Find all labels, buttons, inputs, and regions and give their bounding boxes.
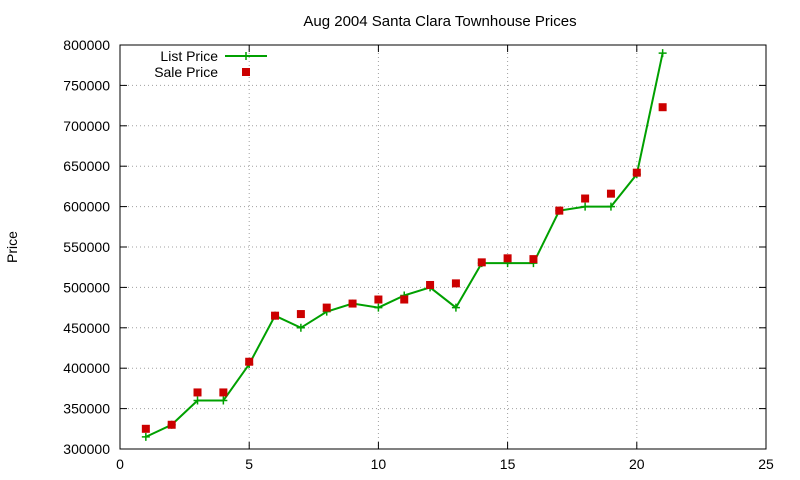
x-tick-label: 15 <box>500 456 516 472</box>
legend-label: Sale Price <box>154 64 218 80</box>
data-point <box>477 258 486 267</box>
data-point <box>167 420 176 429</box>
legend-label: List Price <box>160 48 218 64</box>
data-point <box>658 49 667 58</box>
data-point <box>451 303 460 312</box>
x-tick-label: 10 <box>371 456 387 472</box>
y-tick-label: 550000 <box>63 239 110 255</box>
grid <box>120 45 766 449</box>
series-sale-price <box>141 103 667 433</box>
data-point <box>632 168 641 177</box>
y-tick-label: 300000 <box>63 441 110 457</box>
data-point <box>529 255 538 264</box>
data-point <box>219 388 228 397</box>
data-point <box>193 396 202 405</box>
data-point <box>503 254 512 263</box>
data-point <box>141 432 150 441</box>
series-line <box>145 52 664 438</box>
data-point <box>322 303 331 312</box>
data-point <box>245 357 254 366</box>
y-tick-label: 600000 <box>63 199 110 215</box>
x-tick-label: 0 <box>116 456 124 472</box>
series-layer <box>141 49 667 441</box>
data-point <box>348 299 357 308</box>
x-tick-label: 25 <box>758 456 774 472</box>
data-point <box>451 279 460 288</box>
y-tick-label: 650000 <box>63 158 110 174</box>
data-point <box>296 310 305 319</box>
y-tick-label: 700000 <box>63 118 110 134</box>
data-point <box>400 295 409 304</box>
x-tick-label: 5 <box>245 456 253 472</box>
data-point <box>426 280 435 289</box>
y-tick-label: 350000 <box>63 401 110 417</box>
data-point <box>606 202 615 211</box>
y-tick-label: 450000 <box>63 320 110 336</box>
data-point <box>296 323 305 332</box>
y-axis-label: Price <box>4 231 20 263</box>
legend-marker <box>242 52 250 60</box>
ticks: 0 5 10 15 20 25 300000 350000 400000 450000 500000… <box>63 37 774 472</box>
data-point <box>581 202 590 211</box>
legend-marker <box>242 68 250 76</box>
data-point <box>606 189 615 198</box>
series-list-price <box>141 49 667 441</box>
y-tick-label: 400000 <box>63 360 110 376</box>
y-tick-label: 500000 <box>63 279 110 295</box>
data-point <box>581 194 590 203</box>
y-tick-label: 750000 <box>63 77 110 93</box>
y-tick-label: 800000 <box>63 37 110 53</box>
chart-title: Aug 2004 Santa Clara Townhouse Prices <box>303 13 576 30</box>
data-point <box>658 103 667 112</box>
data-point <box>374 303 383 312</box>
data-point <box>219 396 228 405</box>
data-point <box>141 424 150 433</box>
data-point <box>271 311 280 320</box>
x-tick-label: 20 <box>629 456 645 472</box>
data-point <box>193 388 202 397</box>
data-point <box>374 295 383 304</box>
data-point <box>555 206 564 215</box>
